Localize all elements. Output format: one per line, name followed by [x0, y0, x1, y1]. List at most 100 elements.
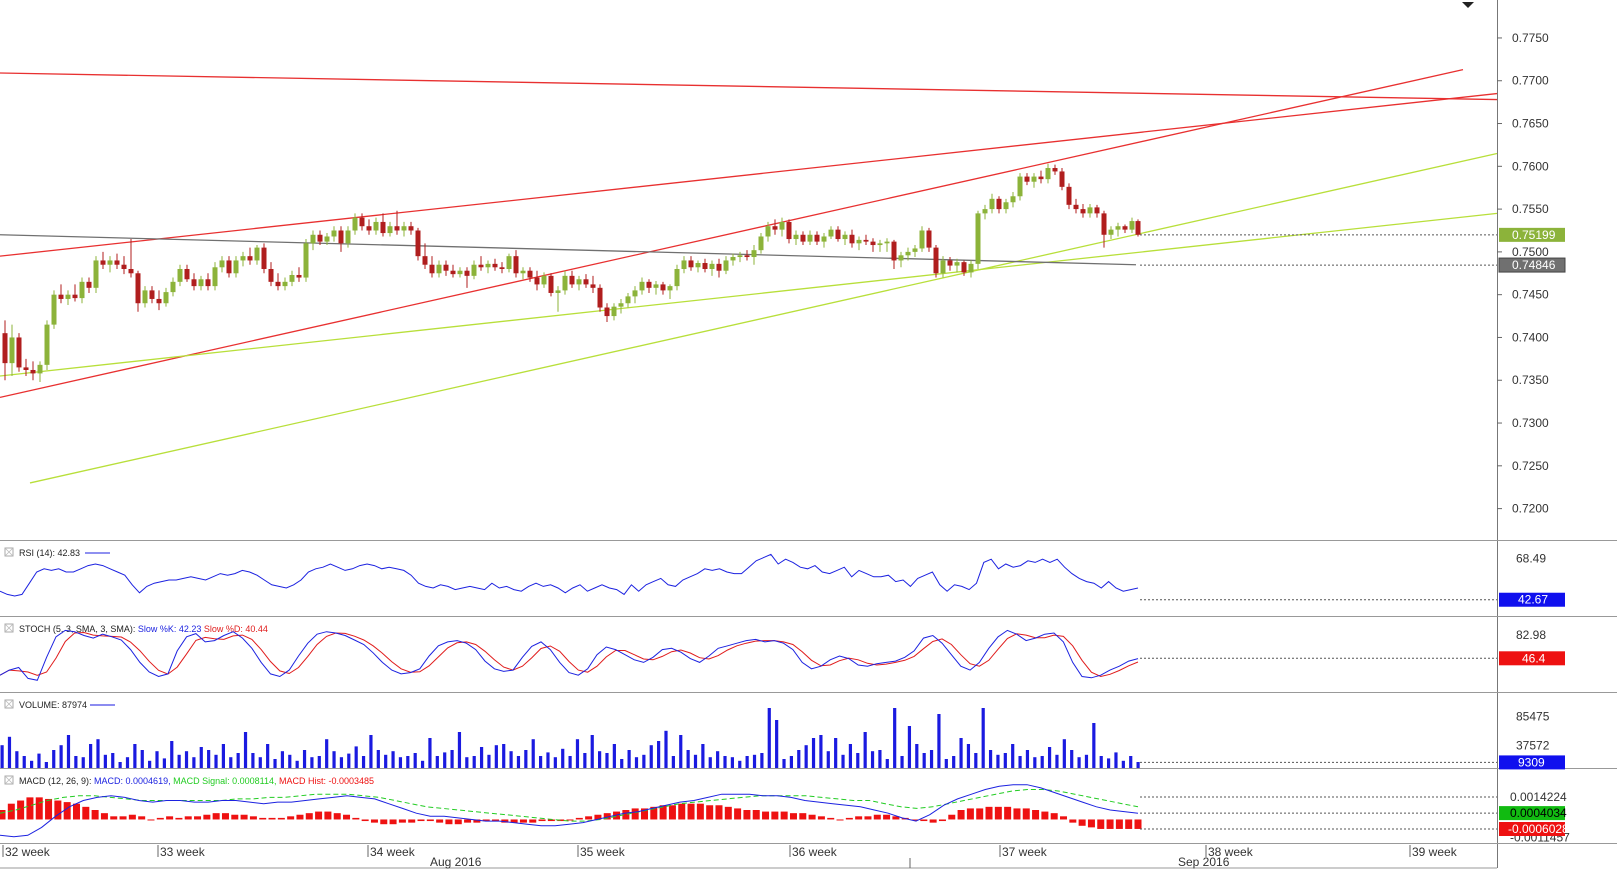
macd-hist-bar	[1060, 816, 1068, 820]
volume-bar	[133, 744, 137, 768]
trendline	[0, 234, 1137, 266]
macd-hist-bar	[948, 814, 956, 820]
volume-bar	[900, 756, 904, 768]
macd-hist-bar	[221, 813, 229, 820]
macd-hist-bar	[45, 798, 53, 820]
trendline	[29, 152, 1498, 484]
volume-bar	[1070, 750, 1074, 768]
candle-body	[793, 234, 799, 240]
candle-body	[485, 263, 491, 268]
macd-hist-bar	[994, 806, 1002, 820]
macd-hist-bar	[557, 819, 565, 822]
trendline	[0, 72, 1498, 101]
volume-bar	[804, 745, 808, 768]
macd-hist-bar	[352, 817, 360, 820]
macd-hist-bar	[1106, 819, 1114, 829]
candle-body	[1010, 196, 1016, 203]
macd-hist-bar	[743, 810, 751, 820]
macd-hist-bar	[827, 817, 835, 820]
candle-body	[254, 247, 260, 261]
macd-hist-bar	[203, 814, 211, 820]
macd-hist-bar	[343, 814, 351, 820]
candle-body	[597, 287, 603, 308]
volume-bar	[125, 757, 130, 768]
volume-bar	[30, 760, 34, 768]
volume-bar	[1106, 758, 1111, 768]
price-tick-label: 0.7400	[1512, 330, 1549, 344]
price-tick-label: 0.7700	[1512, 74, 1549, 88]
volume-bar	[199, 747, 203, 768]
macd-hist-bar	[883, 814, 891, 820]
volume-bar	[302, 750, 307, 768]
candle-body	[226, 260, 232, 274]
candle-body	[527, 270, 533, 278]
volume-bar	[693, 754, 698, 768]
candle-body	[961, 262, 967, 273]
candle-body	[37, 364, 43, 374]
volume-bar	[524, 750, 528, 768]
macd-hist-bar	[966, 808, 974, 820]
volume-bar	[708, 757, 712, 768]
volume-bar	[598, 751, 602, 768]
macd-hist-bar	[845, 817, 853, 820]
rsi-tick-label: 68.49	[1516, 551, 1546, 565]
last-price-badge	[1499, 227, 1565, 242]
macd-hist-bar	[1041, 811, 1049, 820]
macd-hist-bar	[445, 819, 453, 825]
macd-hist-bar	[175, 817, 183, 820]
candle-body	[275, 281, 281, 287]
price-tick-label: 0.7200	[1512, 502, 1549, 516]
candle-body	[359, 217, 365, 227]
candle-body	[646, 281, 652, 288]
macd-hist-bar	[100, 813, 108, 820]
candle-body	[625, 296, 631, 304]
candle-body	[1094, 207, 1100, 214]
volume-bar	[907, 726, 912, 768]
candle-body	[436, 264, 442, 274]
macd-hist-bar	[985, 806, 993, 820]
candle-body	[149, 290, 155, 299]
candle-body	[814, 234, 820, 242]
candle-body	[968, 263, 974, 273]
price-tick-label: 0.7600	[1512, 159, 1549, 173]
candle-body	[184, 269, 190, 280]
candle-body	[9, 337, 15, 364]
macd-hist-bar	[510, 819, 518, 823]
macd-hist-bar	[7, 803, 15, 820]
volume-bar	[22, 756, 26, 768]
macd-hist-bar	[296, 814, 304, 820]
candle-body	[387, 226, 393, 234]
macd-hist-bar	[529, 819, 537, 823]
volume-bar	[339, 757, 344, 768]
candle-body	[849, 234, 855, 244]
volume-bar	[1011, 744, 1015, 768]
candle-body	[765, 226, 771, 237]
candle-body	[198, 279, 204, 287]
candle-body	[247, 256, 253, 261]
candle-body	[380, 221, 386, 234]
volume-bar	[834, 738, 838, 768]
volume-bar	[649, 745, 653, 768]
stoch-k-line	[0, 629, 1139, 681]
volume-bar	[420, 760, 425, 768]
candle-body	[191, 279, 197, 287]
macd-last-badge	[1499, 806, 1565, 821]
candle-body	[660, 284, 666, 291]
macd-line	[0, 784, 1139, 838]
candle-body	[415, 230, 421, 257]
candle-body	[905, 251, 911, 256]
volume-bar	[944, 759, 948, 768]
rsi-last-badge	[1499, 592, 1565, 607]
macd-hist-bar	[771, 811, 779, 820]
macd-hist-bar	[147, 819, 155, 821]
macd-hist-bar	[454, 819, 462, 825]
candle-body	[499, 267, 505, 269]
macd-hist-bar	[501, 819, 509, 823]
macd-hist-bar	[659, 805, 667, 820]
macd-hist-bar	[17, 800, 25, 820]
candle-body	[303, 243, 309, 278]
macd-hist-bar	[398, 819, 406, 823]
volume-bar	[325, 739, 329, 768]
candle-body	[520, 270, 526, 274]
week-label: 32 week	[5, 845, 51, 859]
